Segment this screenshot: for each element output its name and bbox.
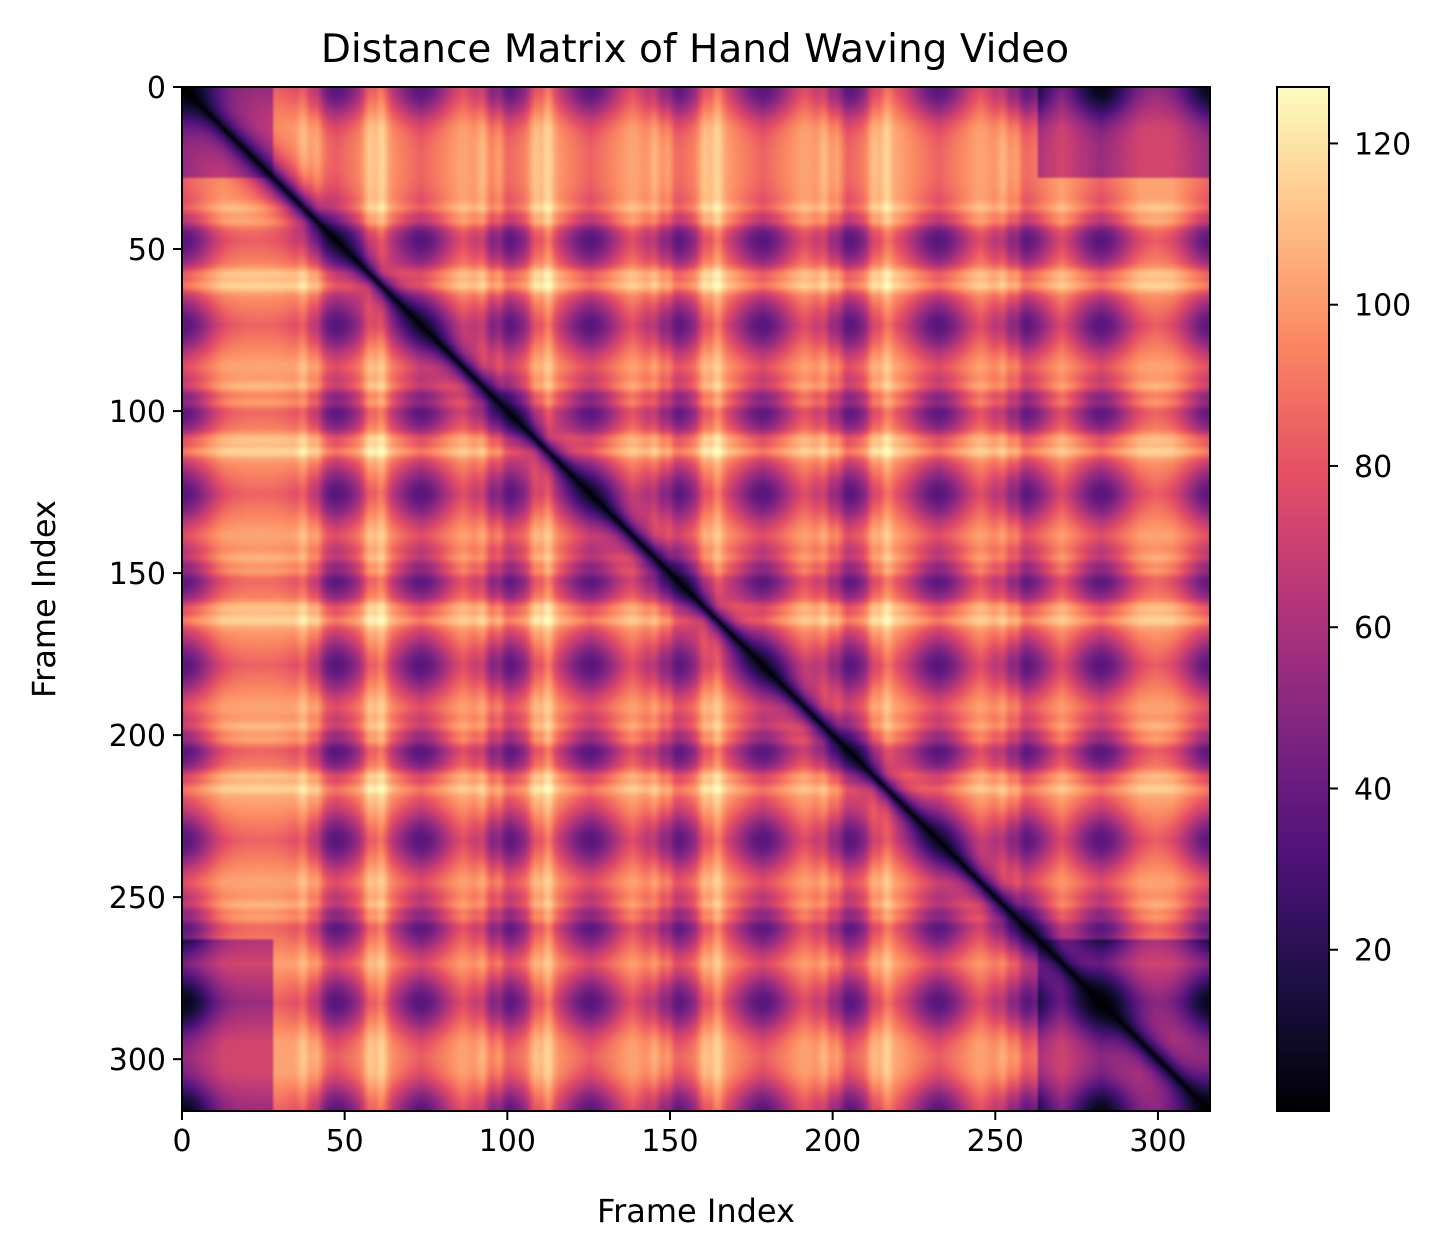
colorbar (1276, 86, 1330, 1112)
colorbar-tick-label: 80 (1354, 450, 1392, 485)
x-axis-ticks: 0 50 100 150 200 250 300 (172, 1111, 1187, 1159)
colorbar-tick-label: 40 (1354, 772, 1392, 807)
x-axis-label: Frame Index (597, 1192, 795, 1230)
colorbar-tick-label: 60 (1354, 611, 1392, 646)
colorbar-tick-label: 120 (1354, 127, 1411, 162)
plot-frame (181, 86, 1211, 1112)
y-tick-label: 300 (109, 1043, 166, 1078)
colorbar-ticks: 20 40 60 80 100 120 (1329, 127, 1411, 969)
x-tick-label: 150 (641, 1124, 698, 1159)
colorbar-tick-label: 20 (1354, 934, 1392, 969)
x-tick-label: 300 (1129, 1124, 1186, 1159)
y-axis-label: Frame Index (25, 500, 63, 698)
y-tick-label: 0 (147, 71, 166, 106)
x-tick-label: 200 (804, 1124, 861, 1159)
y-tick-label: 50 (128, 233, 166, 268)
y-tick-label: 200 (109, 719, 166, 754)
heatmap-image (182, 87, 1210, 1111)
x-tick-label: 50 (326, 1124, 364, 1159)
y-axis-ticks: 0 50 100 150 200 250 300 (109, 71, 182, 1078)
y-tick-label: 150 (109, 557, 166, 592)
y-tick-label: 250 (109, 881, 166, 916)
x-tick-label: 0 (172, 1124, 191, 1159)
x-tick-label: 100 (479, 1124, 536, 1159)
chart-title: Distance Matrix of Hand Waving Video (321, 27, 1069, 72)
y-tick-label: 100 (109, 395, 166, 430)
colorbar-tick-label: 100 (1354, 289, 1411, 324)
x-tick-label: 250 (967, 1124, 1024, 1159)
